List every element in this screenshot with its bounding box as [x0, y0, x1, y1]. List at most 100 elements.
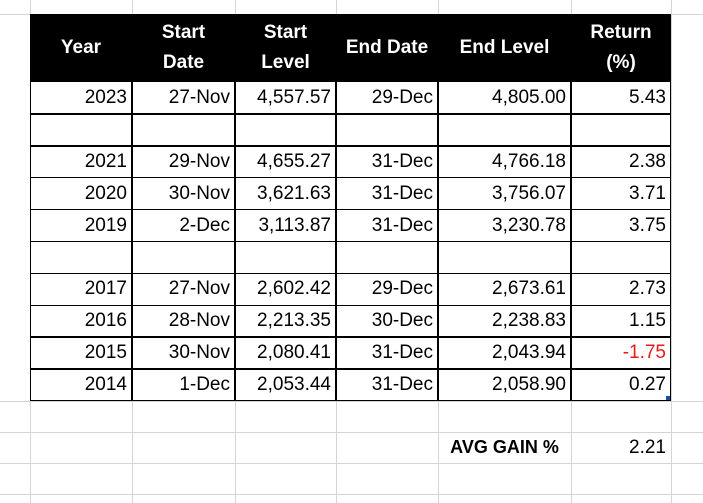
- cell-year[interactable]: 2021: [84, 150, 127, 172]
- cell-year[interactable]: [30, 242, 132, 273]
- cell-start-date[interactable]: 28-Nov: [168, 310, 230, 332]
- cell-year[interactable]: 2017: [84, 278, 127, 300]
- cell-start-date[interactable]: 27-Nov: [168, 87, 230, 108]
- table-row: 2020 30-Nov 3,621.63 31-Dec 3,756.07 3.71: [30, 178, 671, 209]
- cell-return[interactable]: 5.43: [629, 87, 666, 108]
- cell-start-level[interactable]: [235, 242, 336, 273]
- cell-end-date[interactable]: 29-Dec: [371, 278, 433, 300]
- cell-end-level[interactable]: 2,238.83: [492, 310, 566, 332]
- avg-gain-label[interactable]: AVG GAIN %: [450, 437, 559, 457]
- fill-handle[interactable]: [666, 396, 670, 400]
- cell-end-date[interactable]: 30-Dec: [371, 310, 433, 332]
- header-return[interactable]: Return (%): [571, 14, 671, 82]
- cell-end-date[interactable]: [336, 114, 438, 145]
- row-border: [30, 176, 671, 179]
- cell-end-level[interactable]: 4,766.18: [492, 150, 566, 172]
- cell-start-date[interactable]: 29-Nov: [168, 150, 230, 172]
- table-row: 2017 27-Nov 2,602.42 29-Dec 2,673.61 2.73: [30, 273, 671, 304]
- cell-year[interactable]: 2016: [84, 310, 127, 332]
- cell-start-date[interactable]: 27-Nov: [168, 278, 230, 300]
- cell-year[interactable]: 2023: [84, 87, 127, 108]
- gridline: [438, 0, 439, 503]
- gridline: [0, 494, 703, 495]
- cell-end-level[interactable]: 3,230.78: [492, 214, 566, 236]
- cell-end-level[interactable]: 4,805.00: [492, 87, 566, 108]
- gridline: [132, 0, 133, 503]
- gridline: [336, 0, 337, 503]
- cell-return[interactable]: 3.71: [629, 182, 666, 204]
- header-end-level[interactable]: End Level: [438, 14, 571, 82]
- header-label: End Level: [459, 37, 550, 58]
- cell-return[interactable]: 3.75: [629, 214, 666, 236]
- table-row: 2019 2-Dec 3,113.87 31-Dec 3,230.78 3.75: [30, 210, 671, 241]
- header-label: Year: [60, 37, 102, 58]
- header-end-date[interactable]: End Date: [336, 14, 438, 82]
- header-year[interactable]: Year: [30, 14, 132, 82]
- cell-start-date[interactable]: 1-Dec: [179, 374, 230, 396]
- cell-end-level[interactable]: 3,756.07: [492, 182, 566, 204]
- table-row: 2015 30-Nov 2,080.41 31-Dec 2,043.94 -1.75: [30, 337, 671, 368]
- cell-start-level[interactable]: 2,053.44: [257, 374, 331, 396]
- cell-return[interactable]: [571, 114, 671, 145]
- cell-start-level[interactable]: 3,621.63: [257, 182, 331, 204]
- cell-year[interactable]: 2015: [84, 342, 127, 364]
- header-label: End Date: [345, 37, 429, 58]
- cell-end-level[interactable]: 2,673.61: [492, 278, 566, 300]
- table-row: 2016 28-Nov 2,213.35 30-Dec 2,238.83 1.15: [30, 305, 671, 336]
- cell-end-date[interactable]: 31-Dec: [371, 214, 433, 236]
- cell-start-level[interactable]: 2,080.41: [257, 342, 331, 364]
- row-border: [30, 368, 671, 370]
- avg-gain-value[interactable]: 2.21: [629, 437, 666, 458]
- cell-start-level[interactable]: 3,113.87: [258, 214, 331, 236]
- cell-year[interactable]: [30, 114, 132, 145]
- cell-end-level[interactable]: [438, 114, 571, 145]
- cell-start-date[interactable]: 30-Nov: [168, 182, 230, 204]
- table-row: 2021 29-Nov 4,655.27 31-Dec 4,766.18 2.38: [30, 146, 671, 177]
- header-label: Date: [162, 52, 205, 73]
- cell-start-date[interactable]: 30-Nov: [168, 342, 230, 364]
- gridline: [0, 401, 703, 402]
- table-row: 2014 1-Dec 2,053.44 31-Dec 2,058.90 0.27: [30, 369, 671, 400]
- row-border: [30, 113, 671, 115]
- header-start-level[interactable]: Start Level: [235, 14, 336, 82]
- row-border: [30, 145, 671, 147]
- cell-start-level[interactable]: 4,557.57: [257, 87, 331, 108]
- cell-start-date[interactable]: [132, 242, 235, 273]
- cell-return[interactable]: 1.15: [629, 310, 666, 332]
- column-border: [131, 82, 133, 401]
- cell-year[interactable]: 2014: [84, 374, 127, 396]
- table-header: Year Start Date Start Level End Date End…: [30, 14, 671, 82]
- cell-end-date[interactable]: [336, 242, 438, 273]
- column-border: [234, 82, 236, 401]
- cell-end-level[interactable]: 2,058.90: [492, 374, 566, 396]
- header-label: Level: [261, 52, 310, 73]
- cell-end-date[interactable]: 31-Dec: [371, 150, 433, 172]
- header-start-date[interactable]: Start Date: [132, 14, 235, 82]
- cell-start-level[interactable]: 2,213.35: [257, 310, 331, 332]
- cell-return[interactable]: 2.38: [629, 150, 666, 172]
- cell-year[interactable]: 2019: [84, 214, 127, 236]
- cell-start-level[interactable]: 4,655.27: [257, 150, 331, 172]
- cell-start-date[interactable]: [132, 114, 235, 145]
- cell-start-date[interactable]: 2-Dec: [179, 214, 230, 236]
- cell-start-level[interactable]: 2,602.42: [257, 278, 331, 300]
- cell-end-date[interactable]: 29-Dec: [371, 87, 433, 108]
- header-label: Start: [263, 22, 308, 43]
- cell-return[interactable]: [571, 242, 671, 273]
- cell-year[interactable]: 2020: [84, 182, 127, 204]
- gridline: [0, 432, 703, 433]
- cell-return[interactable]: 0.27: [629, 374, 666, 396]
- cell-end-level[interactable]: 2,043.94: [492, 342, 566, 364]
- table-row: [30, 242, 671, 273]
- cell-start-level[interactable]: [235, 114, 336, 145]
- table-row: 2023 27-Nov 4,557.57 29-Dec 4,805.00 5.43: [30, 82, 671, 113]
- cell-end-date[interactable]: 31-Dec: [371, 374, 433, 396]
- cell-end-date[interactable]: 31-Dec: [371, 182, 433, 204]
- column-border: [570, 82, 572, 401]
- cell-return[interactable]: -1.75: [622, 342, 666, 364]
- cell-end-level[interactable]: [438, 242, 571, 273]
- row-border: [30, 208, 671, 211]
- cell-end-date[interactable]: 31-Dec: [371, 342, 433, 364]
- column-border: [335, 82, 337, 401]
- cell-return[interactable]: 2.73: [629, 278, 666, 300]
